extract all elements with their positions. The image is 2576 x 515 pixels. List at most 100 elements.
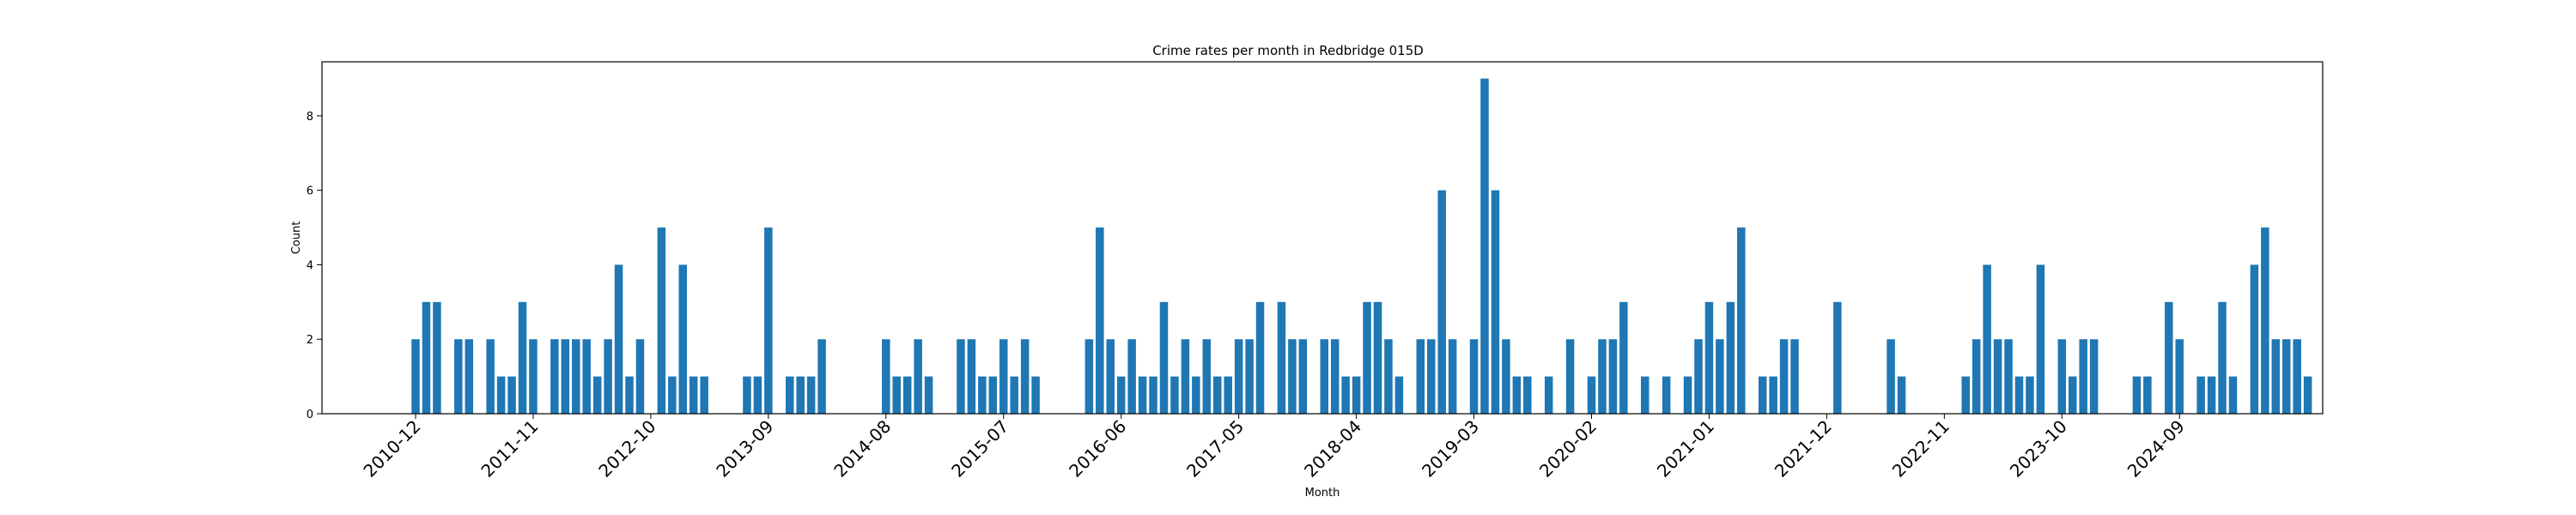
bar <box>1010 376 1018 414</box>
bar <box>1170 376 1179 414</box>
bar <box>988 376 998 414</box>
x-tick-label: 2011-11 <box>477 416 542 482</box>
plot-frame <box>321 61 2324 415</box>
bar <box>700 376 708 414</box>
bar <box>2014 376 2024 414</box>
bar <box>1277 301 1286 414</box>
bar <box>614 264 623 414</box>
bar <box>1245 339 1254 414</box>
bar <box>561 339 570 414</box>
bar <box>1833 301 1842 414</box>
bar <box>743 376 751 414</box>
bar <box>486 339 495 414</box>
bar <box>796 376 805 414</box>
bar <box>902 376 912 414</box>
bar <box>1619 301 1628 414</box>
bar <box>914 339 922 414</box>
bar <box>1587 376 1596 414</box>
y-tick-label: 0 <box>307 409 313 421</box>
bar <box>1224 376 1232 414</box>
chart-title: Crime rates per month in Redbridge 015D <box>1152 43 1424 58</box>
bar <box>2196 376 2205 414</box>
bar <box>1491 190 1500 414</box>
bar <box>1416 339 1425 414</box>
bar <box>1373 301 1382 414</box>
bar <box>465 339 473 414</box>
bar <box>507 376 516 414</box>
bar <box>1427 339 1436 414</box>
bar <box>1448 339 1457 414</box>
bar <box>2026 376 2034 414</box>
bar <box>1116 376 1126 414</box>
bar <box>2069 376 2077 414</box>
bar <box>1181 339 1190 414</box>
bar <box>2293 339 2301 414</box>
bars-group <box>411 78 2312 415</box>
bar <box>1608 339 1618 414</box>
bar <box>635 339 645 414</box>
x-tick-label: 2015-07 <box>947 416 1012 482</box>
x-tick-label: 2010-12 <box>359 416 424 482</box>
bar <box>2175 339 2184 414</box>
bar <box>582 339 591 414</box>
bar <box>592 376 602 414</box>
bar <box>1255 301 1265 414</box>
bar <box>2271 339 2281 414</box>
bar <box>817 339 826 414</box>
x-tick-label: 2023-10 <box>2006 416 2071 482</box>
bar <box>1758 376 1767 414</box>
bar <box>529 339 538 414</box>
bar <box>1502 339 1510 414</box>
bar <box>668 376 677 414</box>
x-tick-label: 2018-04 <box>1300 416 1365 482</box>
bar <box>1149 376 1157 414</box>
bar <box>764 227 773 414</box>
bar <box>1159 301 1169 414</box>
bar <box>572 339 580 414</box>
bar <box>1096 227 1104 414</box>
bar <box>1704 301 1714 414</box>
bar <box>753 376 762 414</box>
bar <box>454 339 463 414</box>
bar <box>924 376 933 414</box>
bar <box>1213 376 1222 414</box>
bar <box>422 301 431 414</box>
bar <box>1769 376 1777 414</box>
bar <box>2282 339 2291 414</box>
bar <box>625 376 634 414</box>
bar <box>1737 227 1746 414</box>
bar <box>411 339 420 414</box>
bar <box>1341 376 1350 414</box>
bar <box>2036 264 2045 414</box>
bar <box>1330 339 1340 414</box>
bar <box>1384 339 1393 414</box>
x-tick-label: 2017-05 <box>1182 416 1248 482</box>
bar <box>1512 376 1522 414</box>
bar <box>1971 339 1981 414</box>
bar <box>1662 376 1671 414</box>
bar <box>1202 339 1212 414</box>
bar <box>2165 301 2173 414</box>
x-tick-label: 2019-03 <box>1418 416 1483 482</box>
y-axis-ticks: 0 2 4 6 8 <box>307 111 322 421</box>
bar <box>892 376 901 414</box>
bar <box>2132 376 2142 414</box>
bar <box>978 376 987 414</box>
bar <box>967 339 976 414</box>
x-tick-label: 2021-12 <box>1771 416 1836 482</box>
bar <box>1480 78 1489 415</box>
bar <box>2004 339 2013 414</box>
bar <box>657 227 666 414</box>
bar <box>1469 339 1479 414</box>
bar <box>1779 339 1789 414</box>
x-tick-label: 2016-06 <box>1065 416 1130 482</box>
bar <box>604 339 612 414</box>
bar <box>2143 376 2152 414</box>
bar <box>678 264 687 414</box>
bar <box>1298 339 1308 414</box>
bar <box>1363 301 1371 414</box>
bar <box>2228 376 2238 414</box>
bar <box>550 339 559 414</box>
bar <box>1394 376 1404 414</box>
